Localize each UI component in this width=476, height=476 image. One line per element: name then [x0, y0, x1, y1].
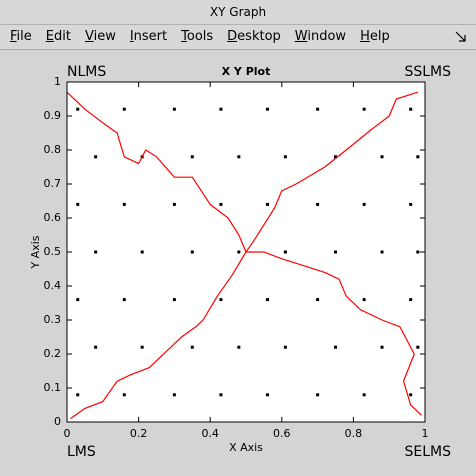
chart: X Y Plot X Axis Y Axis 0 0.2 0.4 0.6 0.8 1 0 0.1 0.…	[29, 64, 452, 460]
axes-box	[66, 81, 426, 423]
dot	[172, 107, 176, 111]
dot	[265, 107, 269, 111]
corner-label: NLMS	[67, 64, 106, 80]
dot	[334, 155, 337, 159]
dot	[76, 107, 80, 111]
dot	[122, 107, 126, 111]
corner-label: SELMS	[405, 444, 452, 460]
dot	[409, 298, 413, 302]
dot	[237, 155, 241, 159]
dot	[219, 107, 223, 111]
x-axis-label: X Axis	[229, 441, 263, 454]
window-title: XY Graph	[0, 0, 476, 25]
menu-item[interactable]: Edit	[45, 29, 71, 44]
dot	[380, 345, 384, 349]
menu-item[interactable]: Help	[360, 29, 390, 44]
dot	[283, 250, 287, 254]
y-tick-label: 0.4	[44, 279, 62, 292]
dot	[362, 393, 366, 397]
dot	[409, 107, 413, 111]
y-tick-label: 0.6	[44, 211, 62, 224]
dot	[283, 345, 287, 349]
y-tick-label: 0.8	[44, 143, 62, 156]
dot	[362, 107, 366, 111]
dot	[316, 202, 320, 206]
dot	[190, 345, 194, 349]
y-tick-label: 0	[54, 415, 61, 428]
dot	[316, 107, 320, 111]
y-tick-label: 0.2	[44, 347, 62, 360]
dot	[416, 155, 420, 159]
dot	[237, 250, 241, 254]
dot	[362, 298, 366, 302]
dot	[140, 250, 144, 254]
dock-arrow[interactable]	[454, 30, 468, 44]
dot	[416, 250, 420, 254]
dot	[265, 393, 269, 397]
dot	[76, 393, 80, 397]
dot	[362, 202, 366, 206]
dot	[76, 298, 80, 302]
dot	[316, 298, 320, 302]
dot	[76, 202, 80, 206]
walk-line	[66, 91, 247, 253]
x-tick-label: 0.2	[130, 427, 148, 440]
walk-line	[70, 251, 247, 420]
y-tick-label: 0.1	[44, 381, 62, 394]
dot	[172, 202, 176, 206]
dot	[380, 155, 384, 159]
y-tick-label: 0.3	[44, 313, 62, 326]
dot	[122, 393, 126, 397]
x-tick-label: 0	[64, 427, 71, 440]
corner-label: LMS	[67, 444, 96, 460]
dot	[140, 345, 144, 349]
dot	[265, 298, 269, 302]
menu-item[interactable]: Desktop	[227, 29, 281, 44]
dot	[190, 155, 194, 159]
corner-label: SSLMS	[404, 64, 451, 80]
dot	[409, 393, 413, 397]
x-tick-label: 0.6	[273, 427, 291, 440]
dot	[334, 250, 337, 254]
y-tick-label: 0.9	[44, 109, 62, 122]
dot	[172, 298, 176, 302]
chart-title: X Y Plot	[222, 65, 271, 78]
x-tick-label: 0.8	[345, 427, 363, 440]
menu-item[interactable]: View	[84, 29, 116, 44]
dot	[122, 298, 126, 302]
dot	[380, 250, 384, 254]
menu-item[interactable]: File	[10, 29, 32, 44]
dot	[237, 345, 241, 349]
y-tick-label: 0.7	[44, 177, 62, 190]
walk-line	[245, 91, 419, 253]
y-tick-label: 0.5	[44, 245, 62, 258]
menu-item[interactable]: Insert	[129, 29, 168, 44]
dot	[190, 250, 194, 254]
dot	[219, 202, 223, 206]
x-tick-label: 0.4	[201, 427, 219, 440]
dot	[172, 393, 176, 397]
dot	[334, 345, 337, 349]
dot	[94, 155, 98, 159]
menu-item[interactable]: Window	[294, 29, 347, 44]
dot	[416, 345, 420, 349]
dot	[265, 202, 269, 206]
y-axis-label: Y Axis	[29, 235, 42, 269]
dot	[219, 298, 223, 302]
dot	[409, 202, 413, 206]
menu-item[interactable]: Tools	[181, 29, 214, 44]
x-tick-label: 1	[422, 427, 429, 440]
dot	[316, 393, 320, 397]
dot	[122, 202, 126, 206]
dot	[94, 345, 98, 349]
y-tick-label: 1	[54, 75, 61, 88]
dot	[283, 155, 287, 159]
walk-line	[246, 251, 422, 416]
dot	[219, 393, 223, 397]
dot	[94, 250, 98, 254]
menu-bar: File Edit View Insert Tools Desktop Window Help	[0, 25, 476, 50]
